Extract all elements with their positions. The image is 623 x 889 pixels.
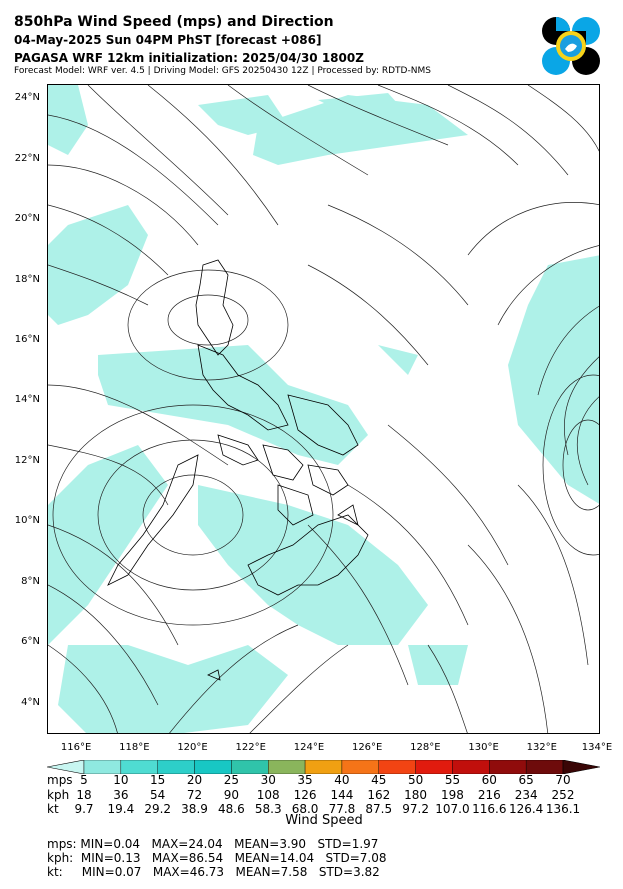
wind-speed-colorbar: [47, 760, 600, 774]
stats-kt: kt: MIN=0.07 MAX=46.73 MEAN=7.58 STD=3.8…: [47, 865, 380, 879]
forecast-time: 04-May-2025 Sun 04PM PhST [forecast +086…: [14, 33, 322, 47]
wind-speed-shading: [48, 85, 599, 733]
lon-label: 132°E: [526, 742, 557, 753]
colorbar-kph-value: 90: [223, 788, 240, 802]
colorbar-segment: [489, 760, 527, 774]
colorbar-mps-value: 60: [481, 773, 497, 787]
stats-mps: mps: MIN=0.04 MAX=24.04 MEAN=3.90 STD=1.…: [47, 837, 379, 851]
initialization-line: PAGASA WRF 12km initialization: 2025/04/…: [14, 51, 364, 65]
model-info: Forecast Model: WRF ver. 4.5 | Driving M…: [14, 66, 431, 76]
lat-label: 8°N: [21, 575, 40, 587]
colorbar-kph-value: 18: [76, 788, 92, 802]
colorbar-min-extend: [47, 760, 85, 774]
colorbar-mps-value: 50: [407, 773, 424, 787]
colorbar-kt-value: 77.8: [328, 802, 356, 816]
streamlines: [48, 85, 599, 733]
colorbar-segment: [452, 760, 490, 774]
colorbar-kph-value: 72: [186, 788, 203, 802]
lat-label: 10°N: [14, 515, 40, 527]
colorbar-kph-value: 126: [293, 788, 317, 802]
colorbar-kph-value: 234: [514, 788, 538, 802]
pagasa-logo-icon: [542, 17, 600, 75]
coastlines: [107, 259, 369, 681]
colorbar-kph-value: 216: [477, 788, 501, 802]
colorbar-kph-value: 162: [367, 788, 391, 802]
colorbar-segment: [231, 760, 269, 774]
lon-label: 126°E: [351, 742, 383, 753]
lat-label: 12°N: [14, 454, 40, 466]
colorbar-kt-value: 87.5: [365, 802, 393, 816]
colorbar-max-extend: [562, 760, 600, 774]
colorbar-segment: [341, 760, 379, 774]
wind-map: [47, 84, 600, 734]
lon-label: 134°E: [581, 742, 613, 753]
colorbar-segment: [120, 760, 158, 774]
colorbar-kt-value: 126.4: [508, 802, 544, 816]
stats-kph: kph: MIN=0.13 MAX=86.54 MEAN=14.04 STD=7…: [47, 851, 387, 865]
colorbar-mps-value: 35: [297, 773, 313, 787]
lon-label: 118°E: [119, 742, 150, 753]
colorbar-segment: [268, 760, 306, 774]
colorbar-kph-value: 252: [551, 788, 575, 802]
chart-title: 850hPa Wind Speed (mps) and Direction: [14, 14, 334, 30]
colorbar-mps-value: 55: [444, 773, 461, 787]
colorbar-segment: [415, 760, 453, 774]
kt-row-label: kt: [47, 802, 59, 816]
colorbar-segment: [378, 760, 416, 774]
wind-map-canvas: [48, 85, 599, 733]
lat-label: 22°N: [14, 152, 40, 164]
lat-label: 14°N: [14, 394, 40, 406]
colorbar-kt-value: 116.6: [472, 802, 507, 816]
lat-label: 16°N: [14, 333, 40, 345]
lat-label: 24°N: [14, 92, 40, 104]
lon-label: 122°E: [235, 742, 266, 753]
colorbar-segment: [157, 760, 195, 774]
colorbar-kt-value: 38.9: [181, 802, 208, 816]
lat-label: 6°N: [21, 636, 40, 648]
colorbar-segment: [194, 760, 232, 774]
colorbar-kt-value: 48.6: [218, 802, 245, 816]
colorbar-kt-value: 19.4: [107, 802, 135, 816]
colorbar-mps-value: 20: [186, 773, 203, 787]
colorbar-kt-value: 136.1: [545, 802, 581, 816]
colorbar-kt-value: 9.7: [74, 802, 94, 816]
colorbar-mps-value: 70: [555, 773, 571, 787]
colorbar-kph-value: 36: [113, 788, 129, 802]
lon-label: 128°E: [410, 742, 441, 753]
lon-label: 130°E: [468, 742, 499, 753]
colorbar-kt-value: 29.2: [144, 802, 172, 816]
colorbar-mps-value: 10: [113, 773, 129, 787]
colorbar-kt-value: 58.3: [254, 802, 282, 816]
colorbar-mps-value: 65: [518, 773, 534, 787]
colorbar-mps-value: 25: [223, 773, 240, 787]
colorbar-segment: [525, 760, 564, 774]
lon-label: 116°E: [60, 742, 92, 753]
colorbar-segment: [83, 760, 122, 774]
colorbar-kph-value: 198: [441, 788, 464, 802]
lon-label: 124°E: [293, 742, 325, 753]
colorbar-kph-value: 54: [150, 788, 166, 802]
lat-label: 20°N: [14, 213, 40, 225]
colorbar-mps-value: 30: [260, 773, 276, 787]
colorbar-mps-value: 15: [150, 773, 166, 787]
colorbar-title: Wind Speed: [285, 813, 363, 828]
colorbar-kt-value: 97.2: [402, 802, 429, 816]
kph-row-label: kph: [47, 788, 70, 802]
colorbar-mps-value: 45: [371, 773, 387, 787]
colorbar-mps-value: 40: [334, 773, 350, 787]
mps-row-label: mps: [47, 773, 73, 787]
lat-label: 4°N: [21, 696, 40, 708]
colorbar-kt-value: 107.0: [435, 802, 470, 816]
colorbar-kph-value: 180: [404, 788, 428, 802]
colorbar-segment: [304, 760, 343, 774]
colorbar-mps-value: 5: [80, 773, 88, 787]
lon-label: 120°E: [177, 742, 208, 753]
colorbar-kt-value: 68.0: [291, 802, 319, 816]
lat-label: 18°N: [14, 273, 40, 285]
colorbar-kph-value: 144: [330, 788, 354, 802]
colorbar-kph-value: 108: [256, 788, 280, 802]
